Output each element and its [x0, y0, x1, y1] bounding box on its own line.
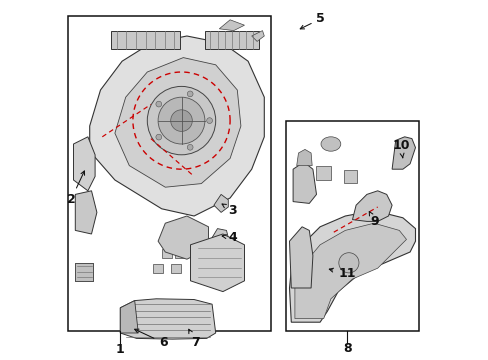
Polygon shape [111, 31, 179, 49]
Polygon shape [391, 137, 415, 169]
Polygon shape [75, 263, 93, 281]
Circle shape [147, 86, 215, 155]
Polygon shape [158, 216, 208, 259]
Polygon shape [175, 249, 184, 258]
Polygon shape [120, 299, 215, 339]
Circle shape [206, 118, 212, 123]
Polygon shape [251, 31, 264, 41]
Polygon shape [219, 20, 244, 31]
Bar [68, 16, 271, 331]
Polygon shape [352, 191, 391, 221]
Polygon shape [73, 137, 95, 191]
Text: 5: 5 [300, 12, 325, 29]
Circle shape [158, 97, 204, 144]
Polygon shape [190, 234, 244, 292]
Polygon shape [292, 162, 316, 203]
Text: 9: 9 [368, 212, 378, 228]
Text: 2: 2 [66, 171, 84, 206]
Text: 11: 11 [328, 267, 355, 280]
Polygon shape [204, 31, 258, 49]
Polygon shape [120, 301, 138, 333]
Polygon shape [212, 229, 228, 243]
Polygon shape [316, 166, 330, 180]
Circle shape [187, 144, 193, 150]
Polygon shape [296, 149, 311, 166]
Polygon shape [75, 191, 97, 234]
Text: 4: 4 [222, 231, 237, 244]
Polygon shape [171, 264, 181, 273]
Circle shape [338, 253, 358, 273]
Text: 10: 10 [391, 139, 409, 158]
Text: 7: 7 [188, 329, 200, 349]
Text: 1: 1 [116, 343, 124, 356]
Polygon shape [162, 249, 171, 258]
Polygon shape [344, 170, 356, 183]
Polygon shape [115, 58, 241, 187]
Polygon shape [289, 211, 415, 322]
Bar [285, 121, 418, 331]
Bar [75, 263, 93, 281]
Text: 8: 8 [342, 342, 351, 355]
Polygon shape [89, 36, 264, 216]
Polygon shape [294, 223, 406, 319]
Ellipse shape [320, 137, 340, 151]
Circle shape [187, 91, 193, 97]
Polygon shape [289, 227, 312, 288]
Polygon shape [213, 194, 228, 212]
Text: 3: 3 [222, 204, 237, 217]
Circle shape [156, 134, 162, 140]
Polygon shape [153, 264, 163, 273]
Circle shape [170, 110, 192, 131]
Circle shape [156, 101, 162, 107]
Text: 6: 6 [134, 329, 167, 349]
